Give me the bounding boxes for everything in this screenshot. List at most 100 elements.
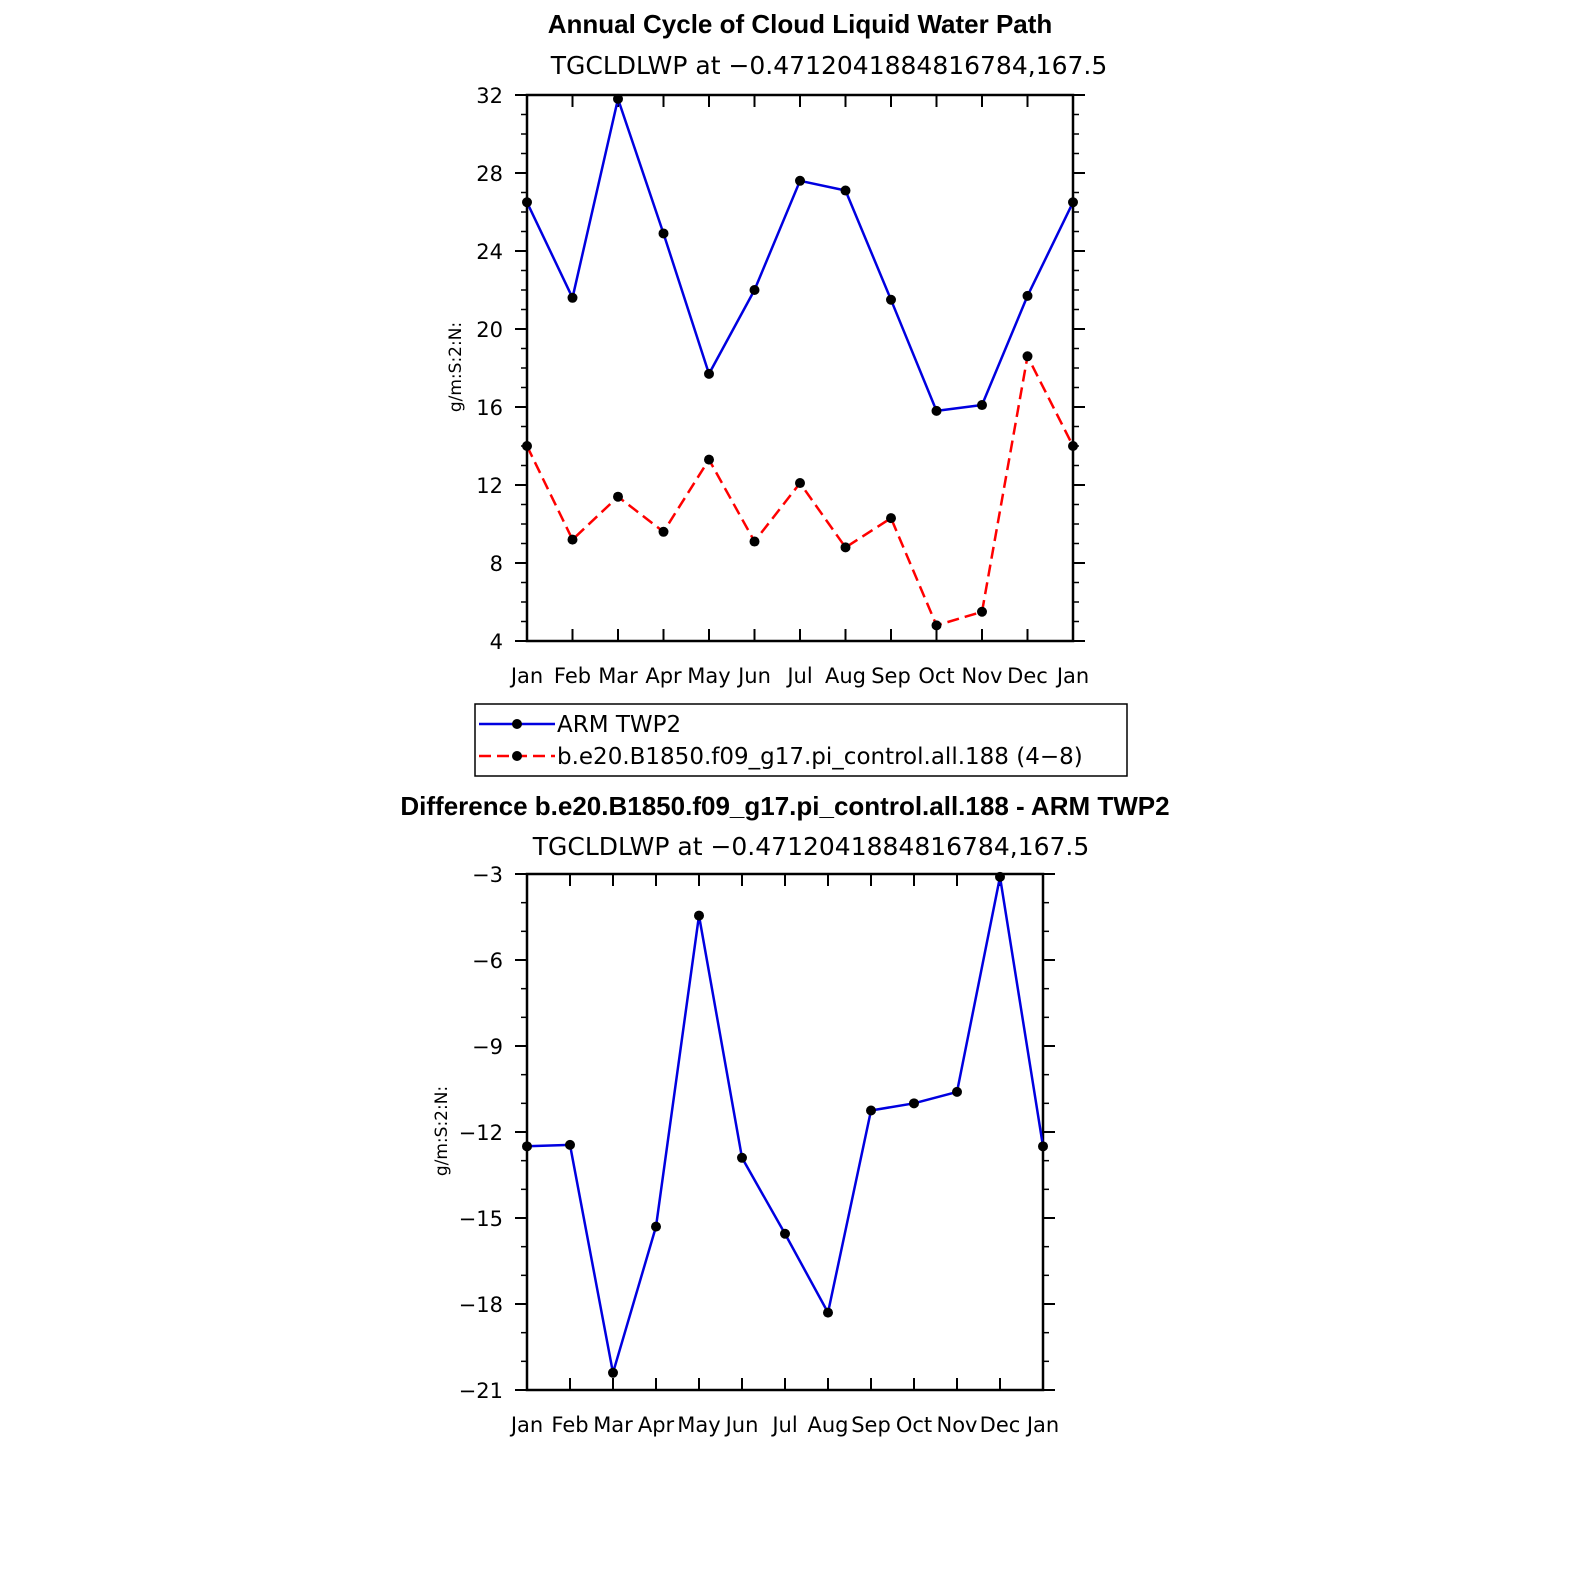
data-point [749,536,760,547]
series-line-1 [525,355,1075,627]
chart-subtitle: TGCLDLWP at −0.4712041884816784,167.5 [532,832,1090,861]
y-tick-labels: 4 8 12 16 20 24 28 32 [476,84,503,654]
data-point [1038,1141,1048,1152]
x-tick-label: Feb [551,1413,588,1437]
data-point [1068,441,1078,451]
x-tick-label: Nov [962,664,1003,688]
data-point [886,294,896,305]
chart-title: Difference b.e20.B1850.f09_g17.pi_contro… [400,791,1169,821]
data-point [613,93,623,104]
y-tick-label: 12 [476,474,503,498]
data-point [1022,351,1033,362]
x-tick-labels: Jan Feb Mar Apr May Jun Jul Aug Sep Oct Nov Dec Jan [509,664,1089,688]
axis-ticks [515,873,1055,1391]
series-line-0 [525,97,1075,413]
y-tick-label: −9 [472,1035,503,1059]
plot-frame [525,93,1075,643]
data-point [567,534,578,545]
data-point [749,285,760,295]
y-tick-labels: −3 −6 −9 −12 −15 −18 −21 [459,863,503,1403]
data-point [840,542,851,553]
x-tick-label: Aug [825,664,866,688]
y-tick-label: −15 [459,1207,503,1231]
x-tick-label: Nov [937,1413,978,1437]
x-tick-label: Dec [1007,664,1048,688]
legend-entry-model: b.e20.B1850.f09_g17.pi_control.all.188 (… [557,744,1083,770]
x-tick-label: Jul [785,664,812,688]
x-tick-label: Jul [770,1413,797,1437]
x-tick-label: Sep [871,664,911,688]
data-point [823,1307,833,1318]
legend: ARM TWP2 b.e20.B1850.f09_g17.pi_control.… [474,703,1128,777]
data-point [840,185,851,196]
data-point [658,526,669,537]
x-tick-label: Jan [509,1413,543,1437]
y-tick-label: −12 [459,1121,503,1145]
x-tick-label: Dec [980,1413,1021,1437]
x-tick-label: Apr [638,1413,675,1437]
x-tick-label: Mar [598,664,638,688]
legend-box [474,703,1128,777]
y-tick-label: 16 [476,396,503,420]
series-layer [522,871,1048,1378]
x-tick-label: Mar [593,1413,633,1437]
data-point [694,910,704,921]
y-tick-label: 24 [476,240,503,264]
data-point [795,478,805,489]
x-tick-label: Jan [1025,1413,1059,1437]
difference-chart: Difference b.e20.B1850.f09_g17.pi_contro… [400,791,1169,1437]
y-tick-label: −3 [472,863,503,887]
x-tick-label: Jan [509,664,543,688]
series-layer [522,93,1078,631]
data-point [522,1141,532,1152]
chart-title: Annual Cycle of Cloud Liquid Water Path [548,9,1053,39]
data-point [1068,197,1078,208]
data-point [522,197,532,208]
legend-entry-arm: ARM TWP2 [557,712,681,738]
data-point [651,1221,661,1232]
data-point [977,400,987,411]
y-tick-label: 28 [476,162,503,186]
y-tick-label: 20 [476,318,503,342]
legend-marker-model [512,751,522,761]
y-tick-label: 8 [490,552,503,576]
x-tick-label: Oct [896,1413,932,1437]
y-axis-label: g/m:S:2:N: [432,1086,452,1176]
y-tick-label: −18 [459,1293,503,1317]
data-point [909,1098,919,1109]
y-tick-label: −21 [459,1379,503,1403]
x-tick-label: Jan [1055,664,1089,688]
data-point [886,513,896,524]
x-tick-label: May [677,1413,720,1437]
annual-cycle-chart: Annual Cycle of Cloud Liquid Water Path … [446,9,1107,688]
data-point [931,405,942,416]
chart-subtitle: TGCLDLWP at −0.4712041884816784,167.5 [550,51,1108,80]
plot-frame [525,872,1045,1392]
y-tick-label: 4 [490,630,503,654]
data-point [795,175,805,186]
data-point [704,368,714,379]
y-tick-label: −6 [472,949,503,973]
x-tick-label: Feb [554,664,591,688]
y-axis-label: g/m:S:2:N: [446,322,466,412]
x-tick-label: Aug [807,1413,848,1437]
data-point [522,441,532,451]
x-tick-labels: Jan Feb Mar Apr May Jun Jul Aug Sep Oct Nov Dec Jan [509,1413,1059,1437]
data-point [737,1152,747,1163]
data-point [565,1139,575,1150]
x-tick-label: Oct [918,664,954,688]
data-point [608,1367,618,1378]
data-point [658,228,669,239]
legend-marker-arm [512,719,522,729]
x-tick-label: May [687,664,730,688]
data-point [977,606,987,617]
data-point [866,1105,876,1116]
data-point [952,1086,962,1097]
data-point [567,292,578,303]
x-tick-label: Sep [851,1413,891,1437]
x-tick-label: Apr [645,664,682,688]
data-point [931,620,942,631]
data-point [613,491,623,502]
data-point [704,454,714,465]
